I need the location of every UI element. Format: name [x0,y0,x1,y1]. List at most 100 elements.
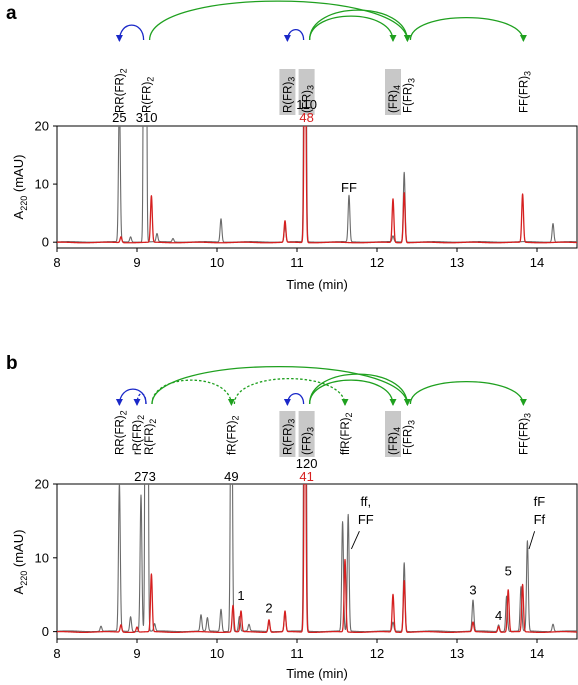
compound-label: (FR)3 [302,85,316,113]
x-tick-label: 14 [530,646,544,661]
peak-height-label: 120 [296,456,318,471]
peak-height-label: 110 [296,97,317,112]
compound-label: FF(FR)3 [518,413,532,455]
compound-labels-b: RR(FR)2 rR(FR)2R(FR)2 fR(FR)2 R(FR)3 (FR)3 ff… [114,410,532,457]
y-axis-label-main: A [11,585,26,594]
x-axis-label-a: Time (min) [286,277,348,292]
compound-label: F(FR)3 [402,78,416,113]
x-axis-label-b: Time (min) [286,666,348,681]
peak-annotation: ff, [360,494,371,509]
x-tick-label: 10 [210,255,224,270]
traces-a [57,126,577,244]
arrows-b [115,366,527,406]
compound-label: R(FR)2 [144,419,158,455]
reaction-arrow [115,388,147,406]
plot-frame [56,483,578,640]
reaction-arrow [308,15,397,42]
y-axis-label-unit: (mAU) [11,530,26,571]
peak-annotation: Ff [534,512,546,527]
x-ticks-a: 8 9 10 11 12 13 14 [53,248,544,270]
compound-label: fR(FR)2 [226,415,240,455]
traces-b [57,484,577,634]
peak-annotation: 2 [265,600,272,615]
compound-label: (FR)4 [388,85,402,113]
annotation-leader [350,531,360,550]
peak-height-label: 41 [299,469,313,484]
y-ticks-a: 0 10 20 [35,119,57,250]
reaction-arrow [115,24,145,42]
compound-label: R(FR)3 [282,77,296,113]
y-tick-label: 10 [35,177,49,192]
peak-annotation: 3 [469,583,476,598]
arrows-a [115,0,527,42]
x-tick-label: 13 [450,255,464,270]
reaction-arrow [151,379,235,406]
x-tick-label: 9 [133,255,140,270]
compound-label: (FR)4 [388,427,402,455]
x-tick-label: 10 [210,646,224,661]
peak-height-label: 273 [134,469,156,484]
compound-shade [385,69,401,115]
panel-letter-b: b [6,353,18,374]
compound-label: FF(FR)3 [518,71,532,113]
peak-annotation: 4 [495,608,502,623]
reaction-arrow [409,16,527,42]
reaction-arrow [148,0,411,42]
x-tick-label: 8 [53,255,60,270]
x-tick-label: 8 [53,646,60,661]
red-trace [57,126,577,244]
y-ticks-b: 0 10 20 [35,477,57,639]
panel-b: b RR(FR)2 rR(FR)2R(FR)2 fR(FR)2 R(FR)3 (FR)3… [6,353,578,681]
compound-shade [279,411,296,457]
reaction-arrow [308,379,397,406]
y-axis-label-unit: (mAU) [11,155,26,196]
x-tick-label: 14 [530,255,544,270]
compound-labels-a: RR(FR)2 R(FR)2 R(FR)3 (FR)3 (FR)4 F(FR)3 FF(FR… [114,68,532,115]
y-axis-label-sub: 220 [19,196,29,211]
red-trace [57,484,577,634]
y-tick-label: 10 [35,550,49,565]
reaction-arrow [308,373,411,406]
annotations-b: 1 2 3 4 5 ff, FF fF Ff [237,494,545,623]
reaction-arrow [308,9,411,42]
y-tick-label: 0 [42,624,49,639]
y-axis-label-sub: 220 [19,571,29,586]
grey-trace [57,484,577,633]
y-axis-label-b: A220 (mAU) [11,530,29,595]
panel-a: a RR(FR)2R(FR)2R(FR)3(FR)3(FR)4 F(FR)3 FF(… [6,0,578,292]
y-tick-label: 0 [42,235,49,250]
plot-frame [56,125,578,249]
y-axis-label-a: A220 (mAU) [11,155,29,220]
reaction-arrow [283,28,305,42]
x-tick-label: 13 [450,646,464,661]
reaction-arrow [283,392,305,406]
x-ticks-b: 8 9 10 11 12 13 14 [53,639,544,661]
y-axis-label-main: A [11,210,26,219]
compound-label: RR(FR)2 [114,68,128,113]
peak-height-label: 48 [299,110,313,125]
peak-annotation: 5 [505,564,512,579]
compound-label: rR(FR)2 [132,415,146,455]
peak-height-label: 310 [136,110,158,125]
compound-label: R(FR)3 [282,419,296,455]
grey-trace [57,126,577,243]
reaction-arrow [151,366,411,406]
x-tick-label: 9 [133,646,140,661]
x-tick-label: 11 [290,255,304,270]
peak-annotation: FF [341,180,357,195]
y-tick-label: 20 [35,477,49,492]
x-tick-label: 12 [370,646,384,661]
x-tick-label: 11 [290,646,304,661]
reaction-arrow [233,377,349,406]
annotations-a: FF [341,180,357,195]
annotation-leader [528,531,536,550]
reaction-arrow [133,392,147,406]
compound-label: F(FR)3 [402,420,416,455]
peak-annotation: 1 [237,588,244,603]
compound-shade [298,69,315,115]
compound-label: R(FR)2 [142,77,156,113]
compound-label: ffR(FR)2 [340,413,354,456]
